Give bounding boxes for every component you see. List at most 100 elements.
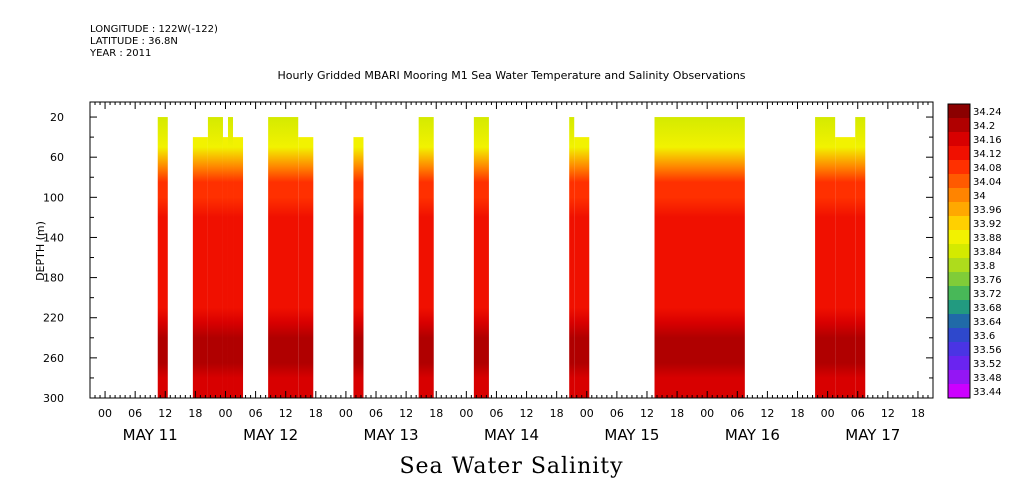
longitude-text: LONGITUDE : 122W(-122) [90, 24, 218, 35]
colorbar-swatch [948, 370, 970, 385]
colorbar-label: 33.48 [973, 373, 1002, 384]
data-segment [233, 137, 244, 398]
colorbar-swatch [948, 132, 970, 147]
colorbar: 34.24 34.2 34.16 34.12 34.08 34.04 34 33.96 33.9… [947, 103, 1002, 399]
colorbar-label: 33.96 [973, 205, 1002, 216]
y-tick-label: 220 [43, 312, 64, 325]
colorbar-swatch [948, 286, 970, 301]
x-hour-label: 06 [610, 407, 624, 420]
colorbar-swatch [948, 314, 970, 329]
colorbar-label: 34.16 [973, 135, 1002, 146]
x-hour-label: 00 [580, 407, 594, 420]
colorbar-label: 34.2 [973, 121, 995, 132]
colorbar-label: 34.24 [973, 107, 1002, 118]
colorbar-label: 33.6 [973, 331, 995, 342]
colorbar-swatch [948, 230, 970, 245]
x-hour-label: 06 [730, 407, 744, 420]
location-metadata: LONGITUDE : 122W(-122) LATITUDE : 36.8N … [90, 24, 218, 60]
x-hour-label: 12 [279, 407, 293, 420]
x-hour-label: 06 [128, 407, 142, 420]
colorbar-label: 34 [973, 191, 986, 202]
x-day-label: MAY 12 [243, 426, 298, 444]
colorbar-label: 33.88 [973, 233, 1002, 244]
x-hour-label: 18 [429, 407, 443, 420]
latitude-text: LATITUDE : 36.8N [90, 36, 178, 47]
colorbar-swatch [948, 118, 970, 133]
variable-title: Sea Water Salinity [399, 454, 624, 479]
y-tick-label: 300 [43, 392, 64, 405]
x-hour-label: 00 [339, 407, 353, 420]
data-segment [157, 117, 168, 399]
y-tick-label: 260 [43, 352, 64, 365]
x-hour-label: 18 [911, 407, 925, 420]
colorbar-swatch [948, 384, 970, 399]
data-segment [268, 117, 299, 399]
x-day-label: MAY 17 [845, 426, 900, 444]
colorbar-swatch [948, 356, 970, 371]
y-tick-label: 100 [43, 191, 64, 204]
x-hour-label: 06 [489, 407, 503, 420]
x-hour-label: 06 [851, 407, 865, 420]
x-day-label: MAY 14 [484, 426, 539, 444]
data-segment [574, 137, 590, 398]
data-segment [855, 117, 866, 399]
x-hour-label: 12 [881, 407, 895, 420]
colorbar-label: 33.52 [973, 359, 1002, 370]
year-text: YEAR : 2011 [90, 48, 152, 59]
data-segment [654, 117, 745, 399]
colorbar-label: 33.44 [973, 387, 1002, 398]
x-day-label: MAY 13 [364, 426, 419, 444]
x-hour-label: 18 [791, 407, 805, 420]
colorbar-label: 33.64 [973, 317, 1002, 328]
y-tick-label: 180 [43, 272, 64, 285]
y-tick-label: 20 [50, 111, 64, 124]
x-hour-label: 00 [98, 407, 112, 420]
colorbar-label: 33.76 [973, 275, 1002, 286]
plot-fills [157, 117, 866, 399]
colorbar-swatch [948, 300, 970, 315]
x-axis: 00 06 12 18 00 06 12 18 00 06 12 18 00 06 12 18 00 06 12 18… [89, 102, 934, 444]
colorbar-swatch [948, 258, 970, 273]
colorbar-label: 34.12 [973, 149, 1002, 160]
y-tick-label: 60 [50, 151, 64, 164]
data-segment [192, 137, 208, 398]
colorbar-label: 33.56 [973, 345, 1002, 356]
x-hour-label: 18 [188, 407, 202, 420]
x-hour-label: 00 [821, 407, 835, 420]
colorbar-swatch [948, 146, 970, 161]
colorbar-swatch [948, 202, 970, 217]
colorbar-label: 33.8 [973, 261, 995, 272]
colorbar-swatch [948, 272, 970, 287]
data-segment [569, 117, 575, 399]
data-segment [835, 137, 856, 398]
colorbar-label: 34.08 [973, 163, 1002, 174]
colorbar-swatch [948, 328, 970, 343]
x-hour-label: 00 [459, 407, 473, 420]
colorbar-label: 33.68 [973, 303, 1002, 314]
y-tick-label: 140 [43, 231, 64, 244]
data-segment [298, 137, 314, 398]
y-axis-label: DEPTH (m) [34, 221, 47, 281]
data-segment [418, 117, 434, 399]
x-day-label: MAY 15 [604, 426, 659, 444]
data-segment [207, 117, 223, 399]
colorbar-label: 33.92 [973, 219, 1002, 230]
x-hour-label: 00 [700, 407, 714, 420]
x-day-label: MAY 16 [725, 426, 780, 444]
data-segment [353, 137, 364, 398]
colorbar-label: 33.84 [973, 247, 1002, 258]
x-hour-label: 12 [760, 407, 774, 420]
x-hour-label: 12 [399, 407, 413, 420]
data-segment [222, 137, 228, 398]
data-segment [815, 117, 836, 399]
x-hour-label: 12 [640, 407, 654, 420]
colorbar-swatch [948, 188, 970, 203]
colorbar-swatch [948, 216, 970, 231]
x-hour-label: 18 [550, 407, 564, 420]
colorbar-swatch [948, 244, 970, 259]
x-hour-label: 06 [369, 407, 383, 420]
x-hour-label: 12 [158, 407, 172, 420]
colorbar-swatch [948, 160, 970, 175]
colorbar-swatch [948, 104, 970, 119]
